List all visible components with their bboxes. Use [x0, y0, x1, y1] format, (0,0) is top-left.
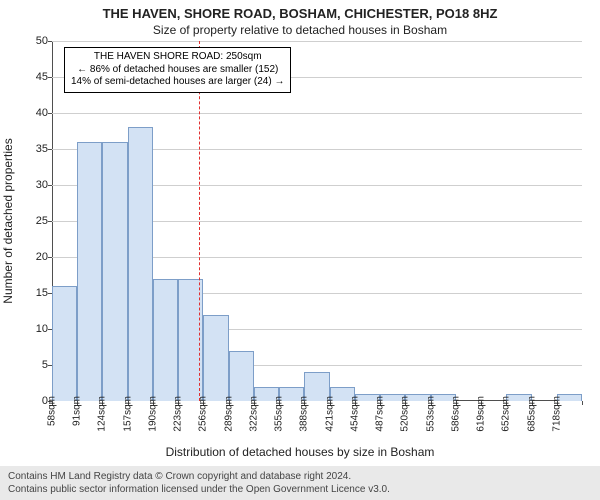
- x-tick-label: 322sqm: [248, 396, 259, 432]
- x-tick-label: 355sqm: [274, 396, 285, 432]
- y-tick-mark: [48, 41, 52, 42]
- annotation-line: ← 86% of detached houses are smaller (15…: [71, 64, 284, 77]
- plot-region: 0510152025303540455058sqm91sqm124sqm157s…: [52, 41, 582, 401]
- x-tick-mark: [582, 401, 583, 405]
- y-tick-label: 5: [20, 359, 48, 371]
- reference-line: [199, 41, 200, 401]
- y-tick-label: 15: [20, 287, 48, 299]
- x-tick-label: 289sqm: [223, 396, 234, 432]
- x-tick-label: 487sqm: [375, 396, 386, 432]
- x-tick-label: 58sqm: [47, 396, 58, 426]
- x-tick-label: 586sqm: [450, 396, 461, 432]
- bar: [153, 279, 178, 401]
- y-tick-label: 50: [20, 35, 48, 47]
- y-tick-mark: [48, 149, 52, 150]
- x-tick-label: 685sqm: [526, 396, 537, 432]
- y-tick-mark: [48, 77, 52, 78]
- bar: [128, 127, 153, 401]
- annotation-box: THE HAVEN SHORE ROAD: 250sqm← 86% of det…: [64, 47, 291, 93]
- y-tick-label: 45: [20, 71, 48, 83]
- y-tick-mark: [48, 113, 52, 114]
- x-tick-label: 190sqm: [147, 396, 158, 432]
- gridline: [52, 41, 582, 42]
- x-tick-label: 718sqm: [551, 396, 562, 432]
- y-tick-label: 0: [20, 395, 48, 407]
- y-axis-label: Number of detached properties: [1, 138, 15, 303]
- y-tick-mark: [48, 221, 52, 222]
- x-tick-label: 421sqm: [324, 396, 335, 432]
- footer-line-2: Contains public sector information licen…: [8, 483, 592, 496]
- gridline: [52, 113, 582, 114]
- y-tick-label: 10: [20, 323, 48, 335]
- chart-subtitle: Size of property relative to detached ho…: [0, 23, 600, 37]
- footer: Contains HM Land Registry data © Crown c…: [0, 466, 600, 500]
- footer-line-1: Contains HM Land Registry data © Crown c…: [8, 470, 592, 483]
- y-tick-mark: [48, 185, 52, 186]
- chart-title: THE HAVEN, SHORE ROAD, BOSHAM, CHICHESTE…: [0, 6, 600, 21]
- y-tick-label: 40: [20, 107, 48, 119]
- bar: [102, 142, 127, 401]
- annotation-line: 14% of semi-detached houses are larger (…: [71, 76, 284, 89]
- chart-area: Number of detached properties 0510152025…: [52, 41, 582, 401]
- annotation-line: THE HAVEN SHORE ROAD: 250sqm: [71, 51, 284, 64]
- y-tick-mark: [48, 257, 52, 258]
- x-tick-label: 223sqm: [173, 396, 184, 432]
- x-axis-label: Distribution of detached houses by size …: [0, 445, 600, 459]
- x-tick-label: 157sqm: [122, 396, 133, 432]
- bar: [229, 351, 254, 401]
- y-tick-label: 35: [20, 143, 48, 155]
- x-tick-label: 454sqm: [349, 396, 360, 432]
- y-tick-label: 20: [20, 251, 48, 263]
- bar: [52, 286, 77, 401]
- y-tick-label: 25: [20, 215, 48, 227]
- x-tick-label: 91sqm: [72, 396, 83, 426]
- x-tick-label: 652sqm: [501, 396, 512, 432]
- x-tick-label: 388sqm: [299, 396, 310, 432]
- y-tick-label: 30: [20, 179, 48, 191]
- bar: [203, 315, 228, 401]
- bar: [77, 142, 102, 401]
- x-tick-label: 520sqm: [400, 396, 411, 432]
- x-tick-label: 256sqm: [198, 396, 209, 432]
- x-tick-label: 124sqm: [97, 396, 108, 432]
- x-tick-label: 619sqm: [476, 396, 487, 432]
- x-tick-label: 553sqm: [425, 396, 436, 432]
